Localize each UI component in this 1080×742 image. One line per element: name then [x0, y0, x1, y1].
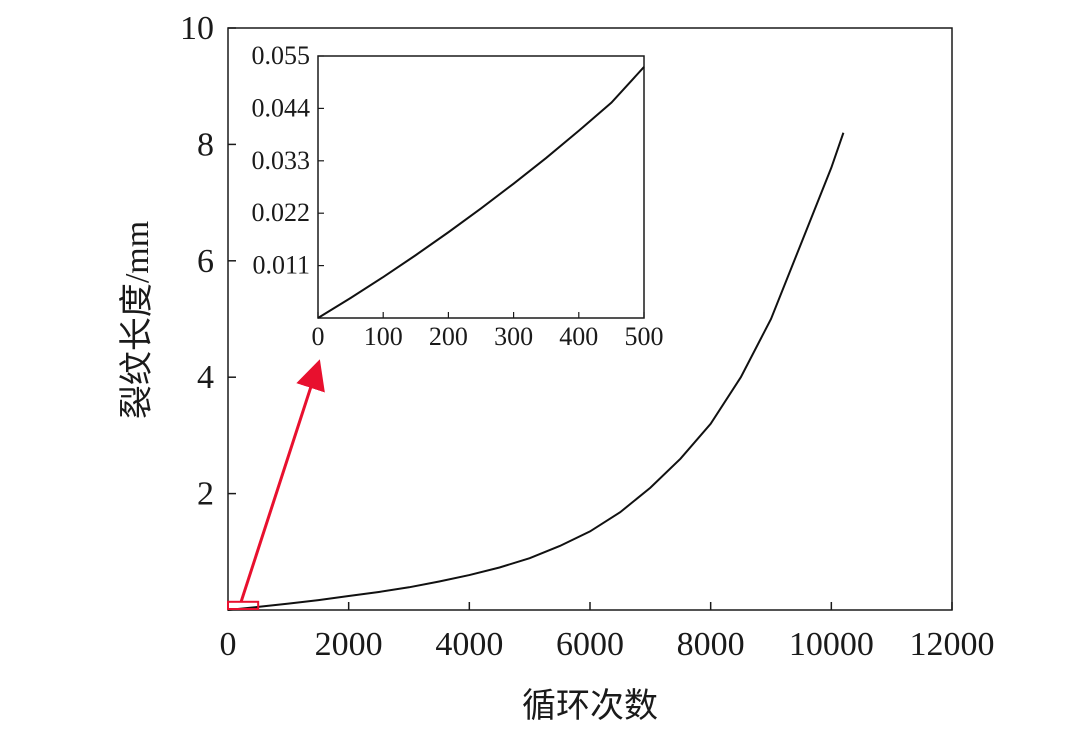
inset-x-tick-label: 200 — [429, 322, 468, 351]
inset-x-tick-label: 400 — [559, 322, 598, 351]
y-axis-title: 裂纹长度/mm — [118, 221, 156, 419]
inset-x-tick-label: 500 — [625, 322, 664, 351]
inset-y-tick-label: 0.011 — [252, 251, 310, 280]
zoom-region-box — [227, 600, 260, 611]
y-tick-label: 6 — [197, 243, 214, 280]
x-tick-label: 4000 — [435, 626, 503, 663]
y-tick-label: 8 — [197, 126, 214, 163]
y-tick-label: 2 — [197, 476, 214, 513]
inset-y-tick-label: 0.044 — [252, 93, 311, 122]
x-axis-title: 循环次数 — [522, 687, 658, 725]
x-tick-label: 0 — [220, 626, 237, 663]
inset-crack-length-curve — [317, 66, 645, 319]
inset-x-tick-label: 0 — [312, 322, 325, 351]
x-tick-label: 12000 — [910, 626, 995, 663]
inset-x-tick-label: 100 — [364, 322, 403, 351]
x-tick-label: 2000 — [315, 626, 383, 663]
inset-x-tick-label: 300 — [494, 322, 533, 351]
x-tick-label: 6000 — [556, 626, 624, 663]
crack-length-curve — [227, 132, 845, 611]
inset-y-tick-label: 0.055 — [252, 41, 311, 70]
x-tick-label: 10000 — [789, 626, 874, 663]
y-tick-label: 4 — [197, 359, 214, 396]
inset-frame — [317, 55, 645, 319]
y-tick-label: 10 — [180, 10, 214, 47]
x-tick-label: 8000 — [677, 626, 745, 663]
inset-plot-area: 0 100 200 300 400 500 0.011 0.022 0.033 0.044 0.05… — [252, 41, 664, 351]
zoom-arrow — [239, 359, 325, 603]
inset-y-tick-label: 0.033 — [252, 146, 311, 175]
inset-y-tick-label: 0.022 — [252, 198, 311, 227]
